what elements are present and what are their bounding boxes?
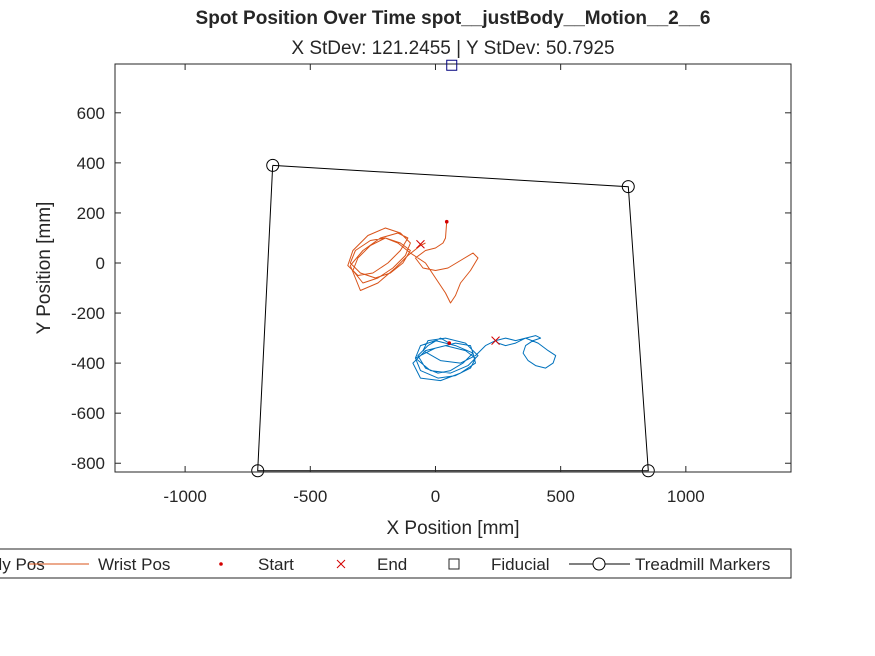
fiducial-point bbox=[446, 59, 458, 71]
y-tick-label: 0 bbox=[96, 254, 105, 273]
chart-subtitle: X StDev: 121.2455 | Y StDev: 50.7925 bbox=[291, 38, 614, 59]
plot-frame bbox=[114, 63, 792, 473]
start-point bbox=[447, 341, 452, 345]
legend-item-fiducial: Fiducial bbox=[448, 555, 550, 574]
y-tick-label: 400 bbox=[77, 154, 105, 173]
x-tick-label: -500 bbox=[293, 487, 327, 506]
legend-label-start: Start bbox=[258, 555, 294, 574]
legend-label-body: Body Pos bbox=[0, 555, 45, 574]
y-tick-label: -800 bbox=[71, 454, 105, 473]
x-tick-label: 1000 bbox=[667, 487, 705, 506]
x-tick-label: -1000 bbox=[163, 487, 206, 506]
legend-marker-treadmill bbox=[592, 557, 606, 571]
treadmill-marker bbox=[621, 180, 635, 194]
legend-box bbox=[0, 548, 792, 579]
end-point bbox=[491, 336, 500, 345]
start-point bbox=[444, 219, 449, 224]
legend-item-start: Start bbox=[219, 555, 294, 574]
x-axis: -1000 -500 0 500 1000 bbox=[163, 64, 705, 506]
legend-marker-end bbox=[336, 559, 346, 569]
y-axis-label: Y Position [mm] bbox=[34, 202, 55, 335]
x-tick-label: 0 bbox=[431, 487, 440, 506]
treadmill-outline bbox=[257, 164, 649, 472]
legend-item-end: End bbox=[336, 555, 407, 574]
legend-marker-start bbox=[219, 562, 223, 566]
legend-item-body: Body Pos bbox=[0, 555, 45, 574]
plot-background bbox=[115, 64, 791, 472]
chart-title: Spot Position Over Time spot__justBody__… bbox=[196, 8, 711, 29]
legend-item-wrist: Wrist Pos bbox=[29, 555, 170, 574]
legend-item-treadmill: Treadmill Markers bbox=[569, 555, 770, 574]
y-tick-label: -400 bbox=[71, 354, 105, 373]
legend-label-end: End bbox=[377, 555, 407, 574]
y-tick-label: -200 bbox=[71, 304, 105, 323]
legend-marker-fiducial bbox=[448, 558, 460, 570]
legend-label-fiducial: Fiducial bbox=[491, 555, 550, 574]
x-tick-label: 500 bbox=[546, 487, 574, 506]
y-tick-label: 200 bbox=[77, 204, 105, 223]
series-body-line bbox=[412, 335, 557, 382]
y-axis: -800 -600 -400 -200 0 200 400 600 bbox=[71, 104, 791, 473]
legend-label-wrist: Wrist Pos bbox=[98, 555, 170, 574]
treadmill-marker bbox=[266, 158, 280, 172]
legend-label-treadmill: Treadmill Markers bbox=[635, 555, 770, 574]
y-tick-label: -600 bbox=[71, 404, 105, 423]
treadmill-marker bbox=[251, 464, 265, 478]
x-axis-label: X Position [mm] bbox=[386, 518, 519, 539]
y-tick-label: 600 bbox=[77, 104, 105, 123]
legend: Body Pos Wrist Pos Start End Fiducial Tr… bbox=[0, 548, 792, 579]
treadmill-marker bbox=[641, 464, 655, 478]
series-treadmill bbox=[251, 158, 655, 478]
series-wrist-line bbox=[347, 221, 479, 304]
plot-area bbox=[114, 59, 792, 478]
end-point bbox=[416, 239, 425, 249]
